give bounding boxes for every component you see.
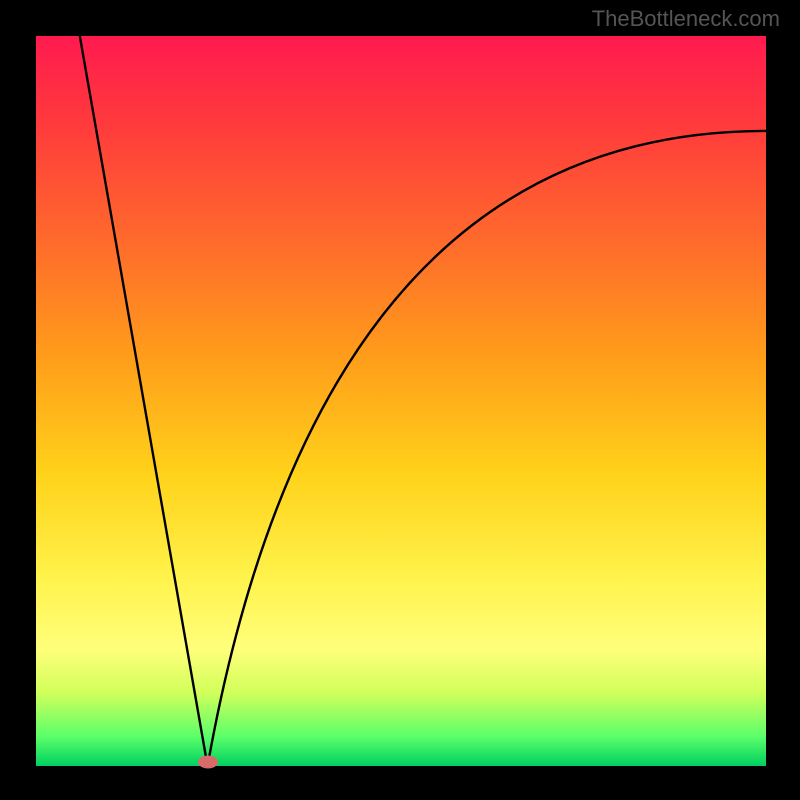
watermark-text: TheBottleneck.com xyxy=(592,6,780,32)
plot-area xyxy=(36,36,766,766)
curve-svg xyxy=(36,36,766,766)
bottleneck-curve xyxy=(80,36,766,766)
minimum-marker xyxy=(198,756,218,769)
